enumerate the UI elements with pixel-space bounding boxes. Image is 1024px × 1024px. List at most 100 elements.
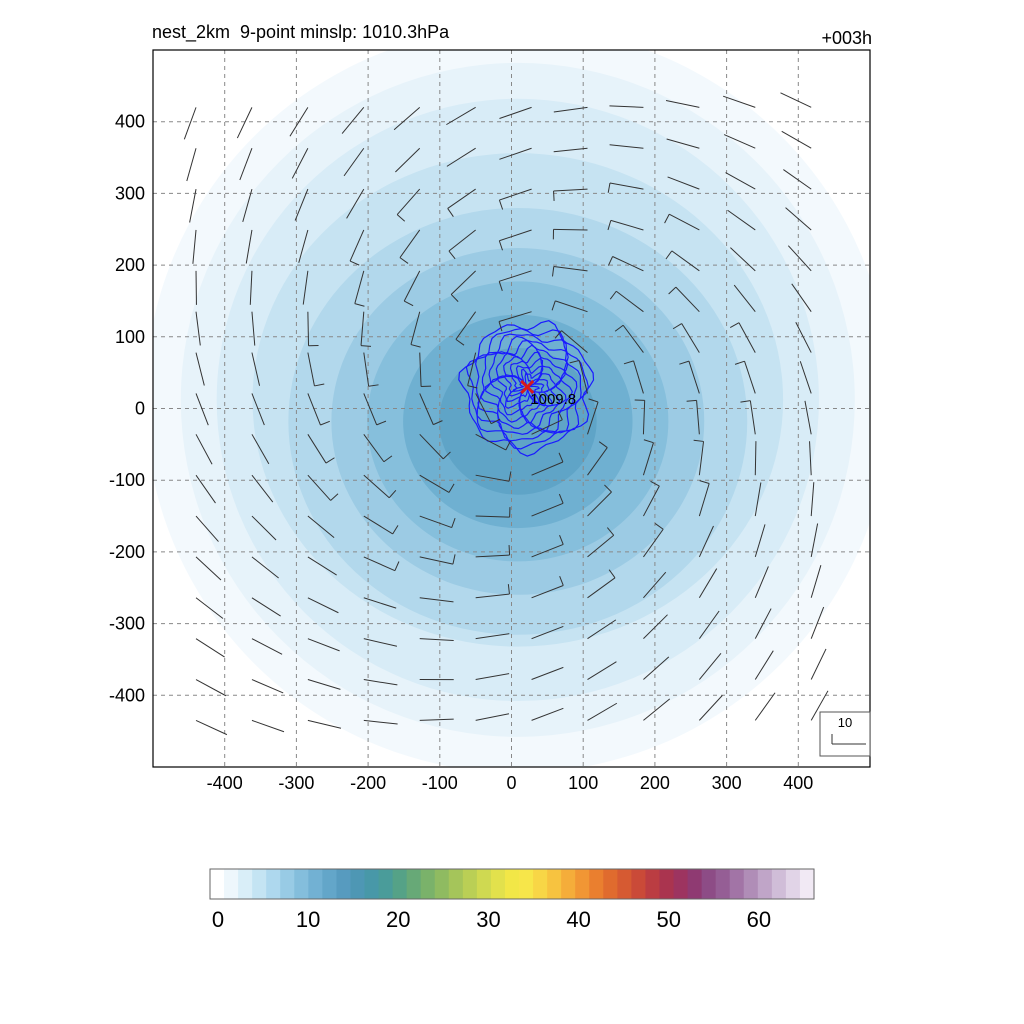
- wind-barb-flag: [650, 480, 660, 487]
- wind-barb: [239, 148, 253, 181]
- wind-barb-flag: [360, 345, 372, 347]
- wind-barb: [354, 270, 365, 304]
- slp-contour: [512, 372, 540, 402]
- wind-barb-flag: [507, 584, 510, 595]
- wind-barb: [553, 106, 588, 113]
- wind-barb: [307, 393, 321, 426]
- wind-barb-flag: [569, 359, 580, 364]
- wind-barb-flag: [607, 182, 611, 193]
- colorbar-tick-label: 60: [747, 907, 771, 932]
- wind-barb: [475, 593, 510, 599]
- wind-barb: [419, 597, 454, 603]
- wind-barb: [587, 619, 617, 640]
- wind-barb: [419, 638, 454, 641]
- wind-barb: [251, 434, 270, 465]
- colorbar-swatch: [392, 869, 408, 899]
- wind-barb: [419, 352, 422, 387]
- wind-barb: [475, 393, 492, 424]
- colorbar-swatch: [350, 869, 366, 899]
- wind-barb: [363, 352, 370, 387]
- wind-barb: [346, 188, 365, 219]
- wind-barb-flag: [654, 523, 664, 530]
- wind-barb: [643, 571, 667, 599]
- wind-barb: [633, 360, 644, 394]
- wind-barb-flag: [598, 441, 608, 448]
- x-tick-label: 0: [506, 773, 516, 793]
- wind-barb: [360, 311, 365, 346]
- wind-barb: [723, 134, 756, 149]
- wind-barb: [799, 361, 812, 394]
- wind-barb-flag: [448, 483, 455, 493]
- wind-barb-flag: [559, 575, 564, 586]
- colorbar-swatch: [406, 869, 422, 899]
- wind-barb: [294, 188, 309, 221]
- wind-barb-flag: [588, 398, 599, 403]
- wind-barb-flag: [403, 300, 414, 307]
- colorbar-swatch: [448, 869, 464, 899]
- wind-barb: [727, 209, 756, 231]
- x-tick-label: 300: [712, 773, 742, 793]
- wind-barb: [499, 229, 532, 242]
- wind-barb: [499, 270, 532, 282]
- wind-barb: [475, 673, 510, 681]
- wind-barb: [419, 433, 444, 460]
- colorbar-swatch: [673, 869, 689, 899]
- plot-title: nest_2km 9-point minslp: 1010.3hPa: [152, 22, 450, 42]
- wind-barb-flag: [410, 344, 421, 348]
- colorbar-swatch: [210, 869, 225, 899]
- colorbar-swatch: [715, 869, 731, 899]
- wind-barb: [744, 361, 756, 394]
- slp-contour: [508, 368, 545, 405]
- wind-barb-flag: [664, 214, 670, 224]
- wind-barb: [754, 566, 769, 598]
- wind-barb: [622, 324, 644, 353]
- wind-barb: [733, 284, 756, 313]
- colorbar-swatch: [280, 869, 295, 899]
- x-tick-label: 100: [568, 773, 598, 793]
- colorbar-swatch: [645, 869, 661, 899]
- wind-barb: [609, 144, 644, 149]
- wind-barb: [730, 247, 756, 272]
- wind-barb-flag: [604, 484, 612, 493]
- wind-barb: [399, 229, 421, 258]
- wind-barb-flag: [451, 517, 456, 528]
- wind-barb-flag: [607, 220, 612, 231]
- wind-barb: [307, 474, 331, 501]
- wind-barb: [531, 666, 564, 680]
- wind-barb: [787, 245, 812, 272]
- wind-barb: [754, 524, 766, 558]
- wind-barb-flag: [349, 260, 360, 266]
- y-tick-label: 200: [115, 255, 145, 275]
- wind-barb: [195, 556, 222, 581]
- slp-contour: [477, 335, 578, 435]
- colorbar-swatch: [799, 869, 815, 899]
- y-axis-ticks: 400 300 200 100 0 -100 -200 -300 -400: [109, 112, 145, 706]
- wind-barb: [643, 614, 668, 640]
- wind-barb-flag: [508, 471, 512, 482]
- y-tick-label: -300: [109, 614, 145, 634]
- wind-barb: [698, 441, 705, 476]
- colorbar-swatch: [603, 869, 618, 899]
- wind-barb: [738, 322, 756, 353]
- wind-barb: [195, 515, 219, 542]
- wind-barb: [307, 352, 315, 387]
- wind-barb: [785, 207, 812, 231]
- colorbar-swatch: [519, 869, 534, 899]
- wind-barb-flag: [553, 190, 555, 201]
- colorbar-tick-label: 50: [657, 907, 681, 932]
- wind-barb: [643, 656, 670, 680]
- wind-barb: [587, 661, 617, 680]
- colorbar-swatch: [785, 869, 801, 899]
- slp-contour: [474, 333, 582, 442]
- wind-speed-shading: [153, 50, 870, 767]
- wind-barb: [531, 625, 564, 640]
- center-pressure-label: 1009.8: [530, 391, 576, 408]
- wind-barb-flag: [552, 266, 555, 277]
- wind-barb: [363, 393, 378, 426]
- wind-barb: [499, 147, 532, 160]
- wind-barb: [810, 523, 819, 558]
- wind-barb: [341, 107, 365, 134]
- wind-barb-flag: [498, 321, 503, 332]
- wind-barb: [722, 95, 756, 108]
